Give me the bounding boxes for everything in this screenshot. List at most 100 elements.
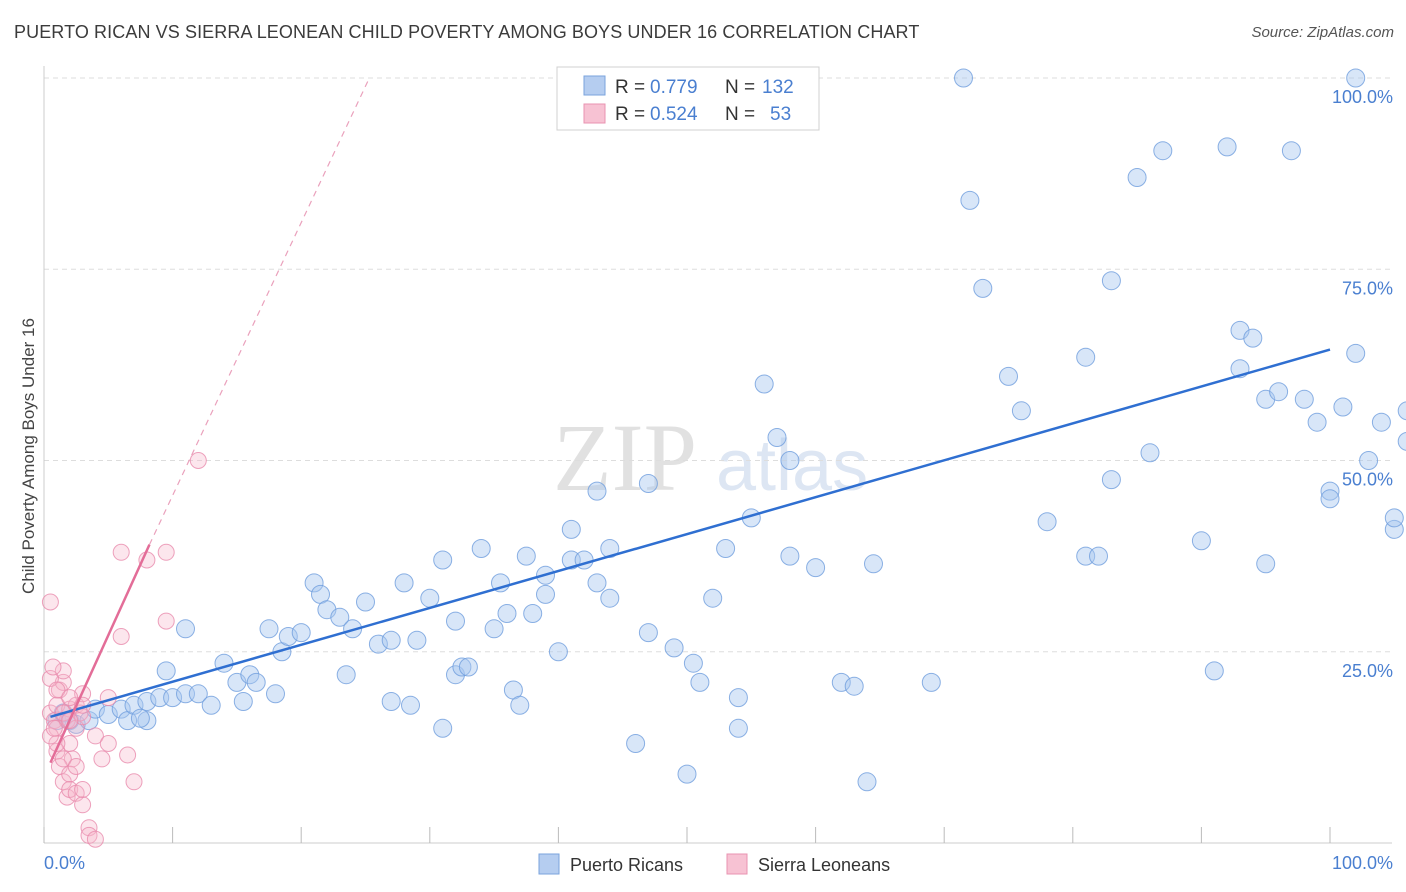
- legend-n-value-2: 53: [770, 104, 791, 125]
- legend-swatch-blue: [583, 75, 606, 96]
- bottom-legend-label-1: Puerto Ricans: [570, 855, 683, 875]
- sierra-leonean-point: [86, 727, 104, 745]
- puerto-rican-point: [368, 634, 388, 654]
- puerto-rican-point: [1076, 347, 1096, 367]
- puerto-rican-point: [780, 546, 800, 566]
- puerto-rican-point: [304, 573, 324, 593]
- y-tick-label: 25.0%: [1342, 661, 1393, 681]
- puerto-rican-point: [420, 588, 440, 608]
- sierra-leonean-point: [54, 750, 72, 768]
- puerto-rican-trend-line: [50, 348, 1331, 718]
- puerto-rican-point: [381, 692, 401, 711]
- puerto-rican-point: [806, 558, 826, 578]
- puerto-rican-point: [683, 653, 703, 673]
- puerto-rican-point: [510, 695, 530, 715]
- grid-lines: [44, 77, 1392, 653]
- y-axis-label: Child Poverty Among Boys Under 16: [19, 318, 38, 594]
- sierra-leonean-point: [74, 796, 92, 814]
- sierra-leonean-point: [157, 612, 175, 630]
- puerto-rican-point: [452, 657, 472, 677]
- puerto-rican-point: [626, 734, 646, 753]
- puerto-rican-point: [690, 672, 710, 692]
- sierra-leonean-point: [112, 628, 130, 645]
- bottom-legend-swatch-blue: [538, 853, 560, 875]
- puerto-rican-point: [156, 661, 176, 681]
- puerto-rican-point: [1371, 412, 1391, 432]
- y-tick-label: 75.0%: [1342, 278, 1393, 298]
- puerto-rican-point: [137, 692, 157, 711]
- puerto-rican-point: [1384, 519, 1404, 539]
- puerto-rican-point: [266, 684, 285, 704]
- puerto-rican-point: [536, 584, 555, 604]
- sierra-leonean-point: [112, 543, 130, 561]
- sierra-leonean-point: [61, 689, 79, 707]
- puerto-rican-point: [638, 474, 658, 493]
- puerto-rican-point: [407, 630, 427, 650]
- puerto-rican-point: [201, 695, 221, 715]
- puerto-rican-point: [831, 672, 851, 692]
- puerto-rican-point: [600, 588, 620, 608]
- puerto-rican-point: [188, 684, 208, 704]
- sierra-leonean-point: [41, 727, 59, 745]
- puerto-rican-point: [471, 539, 491, 558]
- legend: R = 0.779 N = 132 R = 0.524 N = 53: [556, 66, 820, 131]
- puerto-rican-point: [1101, 470, 1121, 490]
- puerto-rican-point: [1397, 431, 1406, 451]
- puerto-rican-point: [381, 630, 401, 650]
- puerto-rican-point: [1333, 397, 1353, 417]
- puerto-rican-point: [1191, 531, 1211, 551]
- sierra-leonean-point: [44, 658, 62, 676]
- tick-labels: 100.0% 75.0% 50.0% 25.0% 0.0% 100.0%: [44, 87, 1393, 873]
- puerto-rican-point: [973, 278, 993, 298]
- puerto-rican-point: [446, 611, 465, 631]
- puerto-rican-point: [1294, 389, 1314, 409]
- puerto-rican-point: [516, 546, 536, 566]
- sierra-leonean-point: [45, 719, 63, 737]
- puerto-rican-point: [638, 623, 658, 643]
- puerto-rican-point: [1243, 328, 1263, 348]
- puerto-rican-point: [278, 627, 298, 646]
- puerto-rican-point: [1217, 137, 1237, 157]
- puerto-rican-point: [1346, 68, 1366, 88]
- puerto-rican-point: [433, 718, 453, 738]
- puerto-rican-point: [677, 764, 697, 784]
- puerto-rican-point: [246, 672, 266, 692]
- puerto-rican-point: [664, 638, 684, 658]
- legend-n-label-1: N =: [725, 77, 755, 98]
- sierra-leonean-point: [41, 593, 59, 611]
- puerto-rican-point: [716, 539, 736, 558]
- sierra-leonean-trend-extension: [148, 77, 370, 545]
- puerto-rican-point: [259, 619, 279, 639]
- bottom-legend-label-2: Sierra Leoneans: [758, 855, 890, 875]
- puerto-rican-point: [1307, 412, 1327, 432]
- sierra-leonean-point: [86, 830, 104, 848]
- watermark-atlas: atlas: [716, 426, 868, 506]
- sierra-leonean-point: [125, 773, 143, 791]
- legend-r-value-2: 0.524: [650, 104, 698, 125]
- puerto-rican-point: [163, 688, 183, 708]
- puerto-rican-point: [233, 692, 253, 711]
- legend-n-label-2: N =: [725, 104, 755, 125]
- puerto-rican-point: [130, 708, 150, 728]
- puerto-rican-point: [1101, 271, 1121, 291]
- puerto-rican-point: [484, 619, 504, 639]
- sierra-leonean-point: [157, 543, 175, 561]
- puerto-rican-point: [497, 604, 517, 623]
- puerto-rican-point: [1269, 382, 1289, 402]
- puerto-rican-point: [1153, 141, 1173, 161]
- legend-r-value-1: 0.779: [650, 77, 698, 98]
- puerto-rican-point: [330, 607, 350, 627]
- puerto-rican-point: [1359, 451, 1379, 470]
- trend-lines: [49, 77, 1331, 764]
- y-tick-label: 100.0%: [1332, 87, 1393, 107]
- x-tick-label: 0.0%: [44, 853, 85, 873]
- puerto-rican-point: [336, 665, 356, 685]
- puerto-rican-point: [1346, 343, 1366, 363]
- sierra-leonean-point: [189, 452, 207, 469]
- puerto-rican-point: [401, 695, 420, 715]
- sierra-leonean-point: [119, 746, 137, 764]
- puerto-rican-point: [780, 451, 800, 470]
- axes: [43, 66, 1392, 844]
- puerto-rican-point: [458, 657, 478, 677]
